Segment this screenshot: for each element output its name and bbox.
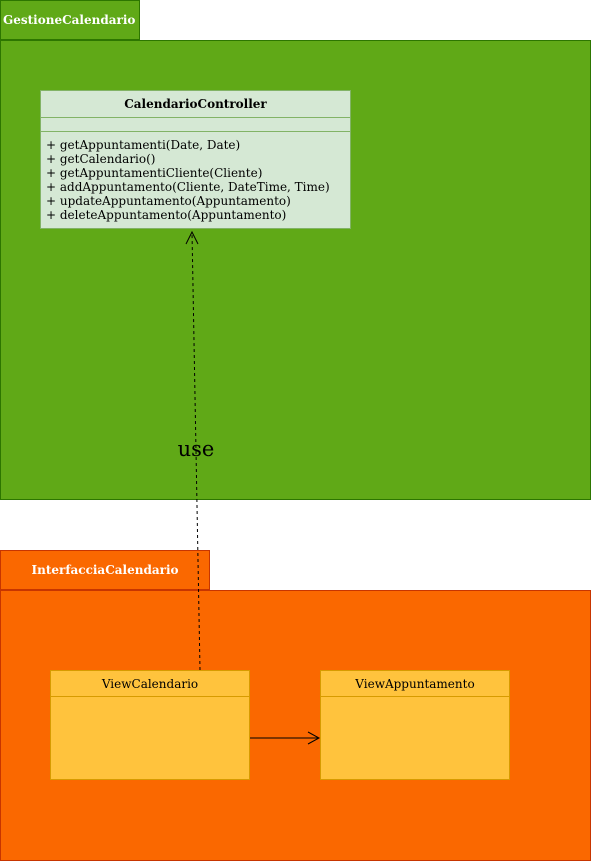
method-update-appuntamento: + updateAppuntamento(Appuntamento) [46,194,291,208]
package-name-gestione-calendario: GestioneCalendario [3,13,136,27]
method-delete-appuntamento: + deleteAppuntamento(Appuntamento) [46,208,287,222]
use-dependency-edge[interactable] [191,231,201,671]
use-edge-label: use [177,437,215,461]
class-methods-section: + getAppuntamenti(Date, Date) + getCalen… [41,132,350,222]
use-dependency-arrowhead [185,230,199,245]
class-title-view-calendario: ViewCalendario [51,671,249,697]
method-add-appuntamento: + addAppuntamento(Cliente, DateTime, Tim… [46,180,330,194]
class-attributes-section [41,118,350,132]
method-get-calendario: + getCalendario() [46,152,156,166]
class-view-calendario[interactable]: ViewCalendario [50,670,250,780]
method-get-appuntamenti: + getAppuntamenti(Date, Date) [46,138,241,152]
package-tab-gestione-calendario: GestioneCalendario [0,0,140,40]
package-tab-interfaccia-calendario: InterfacciaCalendario [0,550,210,590]
package-name-interfaccia-calendario: InterfacciaCalendario [31,563,179,577]
class-title-calendario-controller: CalendarioController [41,91,350,118]
class-view-appuntamento[interactable]: ViewAppuntamento [320,670,510,780]
association-arrowhead [307,731,321,745]
class-calendario-controller[interactable]: CalendarioController + getAppuntamenti(D… [40,90,351,229]
class-title-view-appuntamento: ViewAppuntamento [321,671,509,697]
method-get-appuntamenti-cliente: + getAppuntamentiCliente(Cliente) [46,166,263,180]
